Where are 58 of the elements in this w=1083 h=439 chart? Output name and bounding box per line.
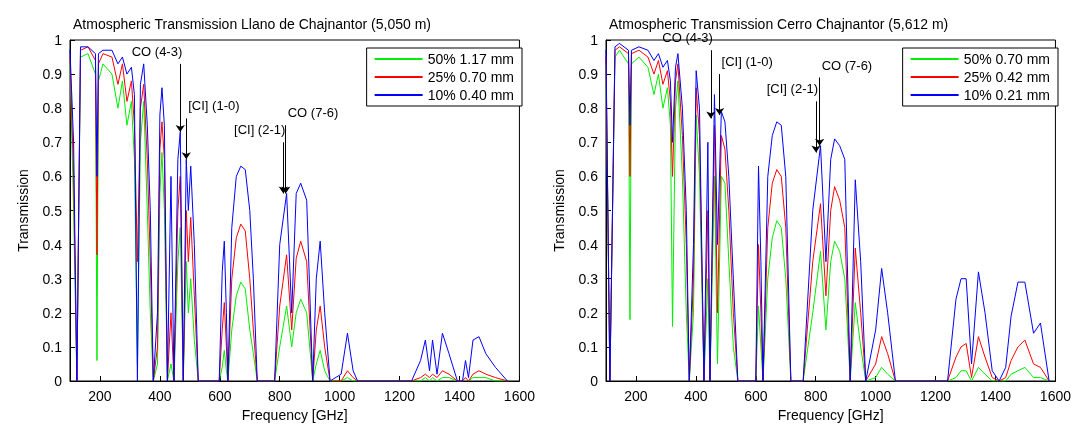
y-tick-label: 0.2 [42, 304, 63, 321]
legend-label: 25% 0.42 mm [963, 69, 1050, 85]
y-tick-label: 0 [54, 373, 63, 389]
x-tick-label: 200 [624, 388, 648, 404]
y-tick-label: 0.5 [578, 202, 599, 219]
x-tick-label: 1200 [920, 388, 952, 404]
x-tick-label: 1000 [860, 388, 892, 404]
chart-title: Atmospheric Transmission Cerro Chajnantor (5,612 m) [609, 16, 949, 32]
x-axis-title: Frequency [GHz] [241, 406, 348, 423]
x-tick-label: 1600 [1039, 388, 1072, 404]
y-tick-label: 0.3 [42, 270, 63, 287]
y-tick-label: 0 [590, 373, 599, 389]
x-tick-label: 1400 [443, 388, 476, 404]
legend-label: 10% 0.21 mm [963, 87, 1050, 103]
chart-title: Atmospheric Transmission Llano de Chajnantor (5,050 m) [73, 16, 431, 32]
y-tick-label: 0.8 [578, 100, 599, 117]
legend-label: 25% 0.70 mm [427, 69, 514, 85]
x-tick-label: 600 [744, 388, 768, 404]
y-tick-label: 0.6 [578, 168, 599, 185]
y-tick-label: 1 [590, 32, 599, 48]
x-tick-label: 1600 [503, 388, 536, 404]
annotation: [CI] (1-0) [188, 98, 240, 114]
y-tick-label: 0.1 [42, 338, 63, 355]
annotation: CO (7-6) [821, 57, 873, 73]
x-tick-label: 400 [684, 388, 708, 404]
x-axis-title: Frequency [GHz] [777, 406, 884, 423]
legend-label: 50% 0.70 mm [963, 51, 1050, 67]
y-tick-label: 1 [54, 32, 63, 48]
y-tick-label: 0.3 [578, 270, 599, 287]
y-axis-title: Transmission [15, 169, 31, 252]
y-axis-title: Transmission [551, 169, 567, 252]
annotation: [CI] (2-1) [766, 81, 819, 97]
annotation: [CI] (2-1) [234, 122, 286, 138]
x-tick-label: 200 [88, 388, 112, 404]
y-tick-label: 0.6 [42, 168, 63, 185]
x-tick-label: 600 [208, 388, 232, 404]
y-tick-label: 0.5 [42, 202, 63, 219]
x-tick-label: 1200 [384, 388, 416, 404]
annotation: CO (4-3) [662, 30, 713, 46]
y-tick-label: 0.9 [42, 66, 63, 83]
annotation: [CI] (1-0) [721, 54, 773, 70]
x-tick-label: 800 [804, 388, 828, 404]
x-tick-label: 1400 [979, 388, 1012, 404]
y-tick-label: 0.1 [578, 338, 599, 355]
x-tick-label: 1000 [324, 388, 356, 404]
y-tick-label: 0.7 [42, 134, 63, 151]
x-tick-label: 400 [148, 388, 172, 404]
legend-label: 50% 1.17 mm [427, 51, 514, 67]
x-tick-label: 800 [268, 388, 292, 404]
y-tick-label: 0.9 [578, 66, 599, 83]
annotation: CO (7-6) [287, 105, 339, 121]
y-tick-label: 0.8 [42, 100, 63, 117]
annotation: CO (4-3) [131, 43, 183, 59]
y-tick-label: 0.4 [42, 236, 63, 253]
y-tick-label: 0.7 [578, 134, 599, 151]
y-tick-label: 0.4 [578, 236, 599, 253]
y-tick-label: 0.2 [578, 304, 599, 321]
legend-label: 10% 0.40 mm [427, 87, 514, 103]
